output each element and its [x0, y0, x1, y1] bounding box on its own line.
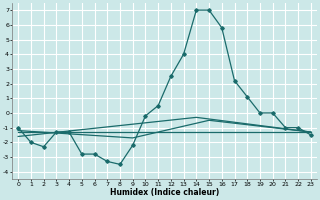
X-axis label: Humidex (Indice chaleur): Humidex (Indice chaleur) [110, 188, 219, 197]
